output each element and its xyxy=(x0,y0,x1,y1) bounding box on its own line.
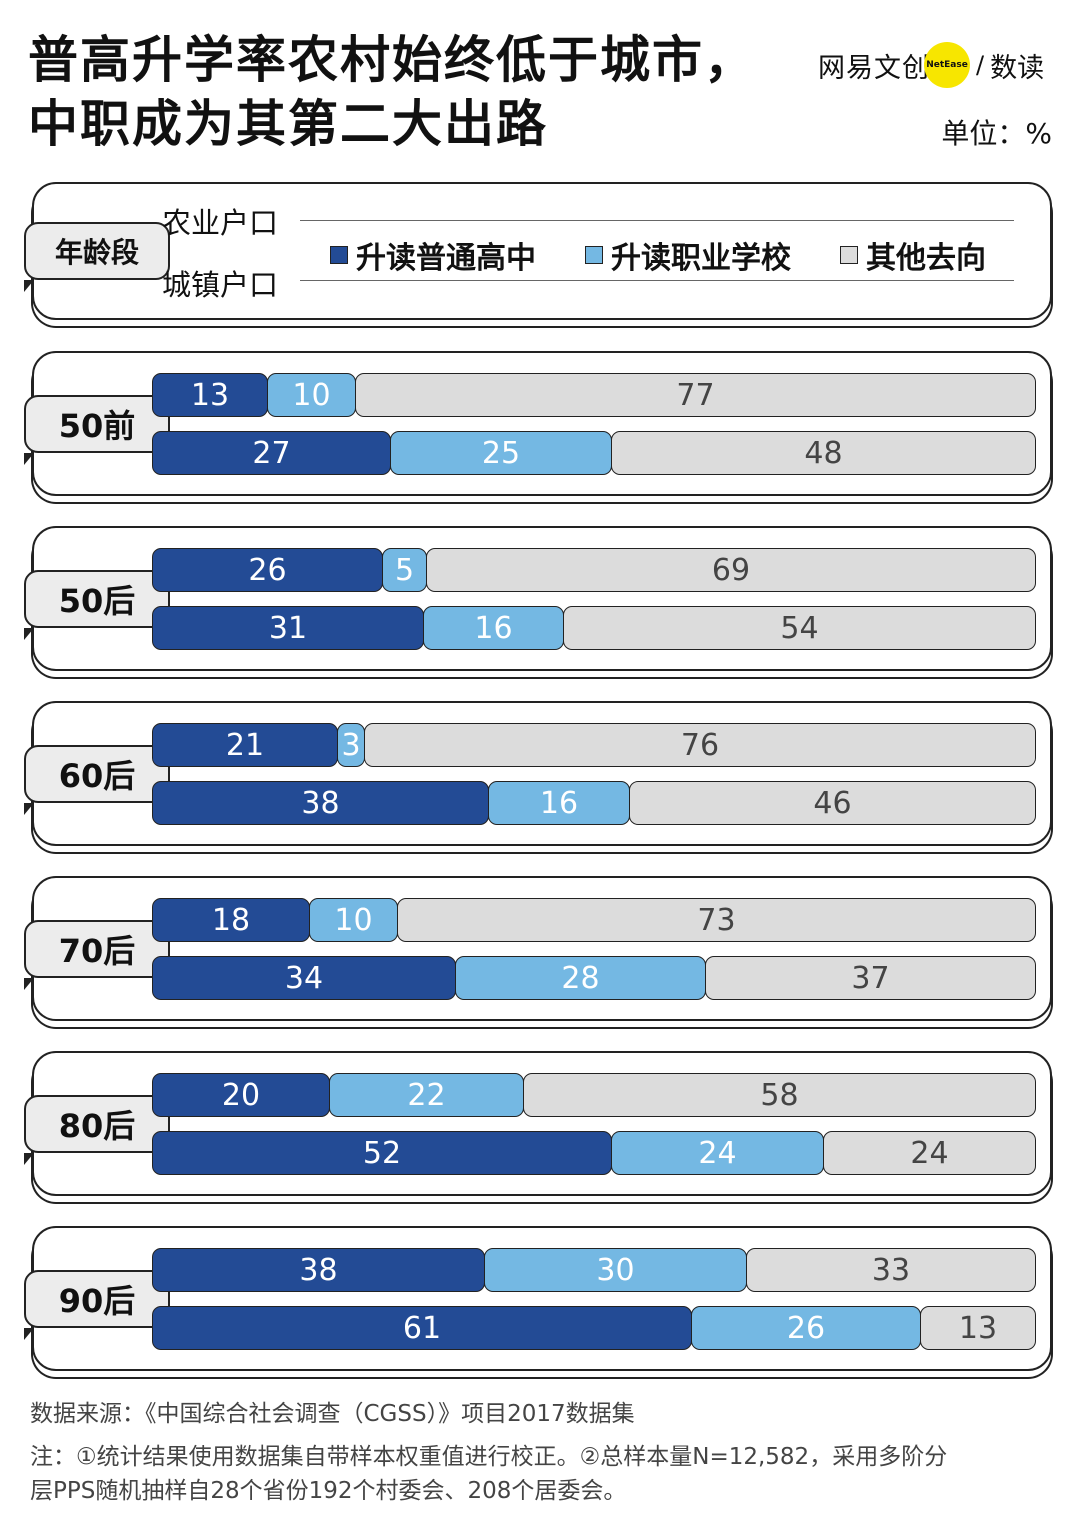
rural-bar: 38 30 33 xyxy=(152,1248,1036,1292)
other-segment: 73 xyxy=(397,898,1036,942)
age-group-label: 50后 xyxy=(24,570,170,640)
legend-item-vocational-school: 升读职业学校 xyxy=(585,233,791,277)
legend-card: 年龄段 农业户口 城镇户口 升读普通高中 升读职业学校 其他去向 xyxy=(24,182,1052,320)
legend-swatch-other xyxy=(840,246,858,264)
legend-line-bottom xyxy=(300,280,1014,281)
vocational-school-segment: 5 xyxy=(382,548,427,592)
other-segment: 33 xyxy=(746,1248,1036,1292)
brand-badge: NetEase xyxy=(924,42,970,88)
other-segment: 13 xyxy=(920,1306,1036,1350)
other-segment: 24 xyxy=(823,1131,1036,1175)
general-high-school-segment: 21 xyxy=(152,723,338,767)
legend-item-label: 升读普通高中 xyxy=(356,241,536,276)
other-segment: 77 xyxy=(355,373,1036,417)
vocational-school-segment: 16 xyxy=(488,781,630,825)
age-group-card: 80后 20 22 58 52 24 24 xyxy=(24,1051,1052,1196)
brand-slash: / xyxy=(976,51,985,79)
age-group-label: 70后 xyxy=(24,920,170,990)
general-high-school-segment: 61 xyxy=(152,1306,692,1350)
vocational-school-segment: 22 xyxy=(329,1073,524,1117)
title-line-2: 中职成为其第二大出路 xyxy=(28,95,548,153)
legend-item-other: 其他去向 xyxy=(840,233,986,277)
legend-item-label: 升读职业学校 xyxy=(611,241,791,276)
age-group-label: 80后 xyxy=(24,1095,170,1165)
vocational-school-segment: 25 xyxy=(390,431,612,475)
note-line-2: 层PPS随机抽样自28个省份192个村委会、208个居委会。 xyxy=(30,1478,627,1504)
other-segment: 58 xyxy=(523,1073,1036,1117)
other-segment: 48 xyxy=(611,431,1036,475)
other-segment: 37 xyxy=(705,956,1036,1000)
other-segment: 76 xyxy=(364,723,1036,767)
title-line-1: 普高升学率农村始终低于城市， xyxy=(28,31,756,89)
general-high-school-segment: 13 xyxy=(152,373,268,417)
general-high-school-segment: 18 xyxy=(152,898,310,942)
vocational-school-segment: 30 xyxy=(484,1248,747,1292)
age-group-card: 60后 21 3 76 38 16 46 xyxy=(24,701,1052,846)
vocational-school-segment: 26 xyxy=(691,1306,921,1350)
legend-item-general-high-school: 升读普通高中 xyxy=(330,233,536,277)
unit-label: 单位：% xyxy=(941,117,1052,150)
rural-bar: 21 3 76 xyxy=(152,723,1036,767)
age-group-card: 50前 13 10 77 27 25 48 xyxy=(24,351,1052,496)
legend-row-rural: 农业户口 xyxy=(162,206,279,240)
vocational-school-segment: 10 xyxy=(309,898,398,942)
general-high-school-segment: 52 xyxy=(152,1131,612,1175)
urban-bar: 52 24 24 xyxy=(152,1131,1036,1175)
other-segment: 69 xyxy=(426,548,1036,592)
rural-bar: 20 22 58 xyxy=(152,1073,1036,1117)
rural-bar: 13 10 77 xyxy=(152,373,1036,417)
data-source: 数据来源：《中国综合社会调查（CGSS）》项目2017数据集 xyxy=(30,1401,635,1427)
brand-sub: 数读 xyxy=(990,52,1045,84)
vocational-school-segment: 24 xyxy=(611,1131,824,1175)
note-line-1: 注：①统计结果使用数据集自带样本权重值进行校正。②总样本量N=12,582，采用… xyxy=(30,1444,948,1470)
age-group-label: 60后 xyxy=(24,745,170,815)
urban-bar: 27 25 48 xyxy=(152,431,1036,475)
page-title: 普高升学率农村始终低于城市， 中职成为其第二大出路 xyxy=(28,28,756,156)
legend-swatch-general-high-school xyxy=(330,246,348,264)
urban-bar: 38 16 46 xyxy=(152,781,1036,825)
urban-bar: 61 26 13 xyxy=(152,1306,1036,1350)
brand-name: 网易文创 xyxy=(818,52,930,84)
general-high-school-segment: 20 xyxy=(152,1073,330,1117)
rural-bar: 26 5 69 xyxy=(152,548,1036,592)
urban-bar: 34 28 37 xyxy=(152,956,1036,1000)
legend-swatch-vocational-school xyxy=(585,246,603,264)
vocational-school-segment: 16 xyxy=(423,606,564,650)
other-segment: 54 xyxy=(563,606,1036,650)
general-high-school-segment: 38 xyxy=(152,1248,485,1292)
legend-line-top xyxy=(300,220,1014,221)
urban-bar: 31 16 54 xyxy=(152,606,1036,650)
vocational-school-segment: 28 xyxy=(455,956,706,1000)
legend-item-label: 其他去向 xyxy=(866,241,986,276)
age-group-label: 50前 xyxy=(24,395,170,465)
legend-group-label: 年龄段 xyxy=(24,222,170,292)
general-high-school-segment: 34 xyxy=(152,956,456,1000)
brand-logo: 网易文创 NetEase / 数读 xyxy=(818,40,1044,90)
age-group-card: 70后 18 10 73 34 28 37 xyxy=(24,876,1052,1021)
other-segment: 46 xyxy=(629,781,1036,825)
vocational-school-segment: 3 xyxy=(337,723,365,767)
age-group-card: 90后 38 30 33 61 26 13 xyxy=(24,1226,1052,1371)
age-group-card: 50后 26 5 69 31 16 54 xyxy=(24,526,1052,671)
vocational-school-segment: 10 xyxy=(267,373,356,417)
general-high-school-segment: 38 xyxy=(152,781,489,825)
legend-row-urban: 城镇户口 xyxy=(162,268,279,302)
general-high-school-segment: 31 xyxy=(152,606,424,650)
general-high-school-segment: 27 xyxy=(152,431,391,475)
age-group-label: 90后 xyxy=(24,1270,170,1340)
general-high-school-segment: 26 xyxy=(152,548,383,592)
rural-bar: 18 10 73 xyxy=(152,898,1036,942)
